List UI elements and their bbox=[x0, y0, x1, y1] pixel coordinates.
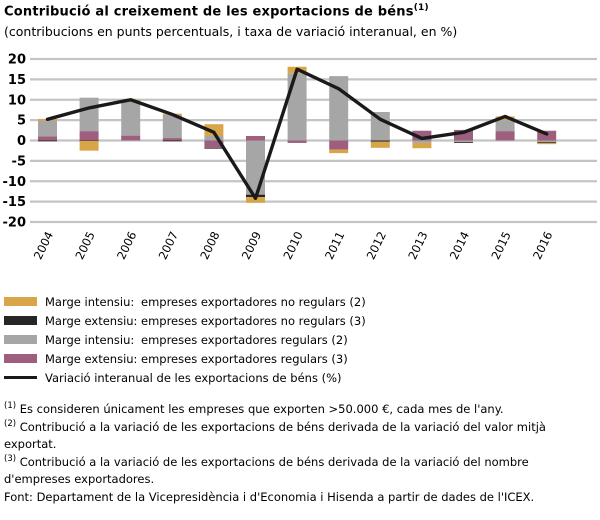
y-axis-tick-label: -15 bbox=[3, 195, 27, 210]
legend-item: Marge intensiu: empreses exportadores no … bbox=[4, 292, 596, 311]
legend-margin-label: Marge intensiu: bbox=[45, 294, 135, 309]
bar-segment-marge_intensiu_regulars bbox=[79, 97, 99, 132]
legend-detail-label: empreses exportadores no regulars (3) bbox=[141, 313, 366, 328]
footnote-marker: (1) bbox=[4, 401, 17, 411]
y-axis-tick-label: -10 bbox=[3, 175, 27, 190]
footnote-marker: (3) bbox=[4, 454, 17, 465]
chart-legend: Marge intensiu: empreses exportadores no … bbox=[4, 292, 596, 387]
bar-segment-marge_intensiu_no_regulars bbox=[79, 140, 99, 151]
x-axis-tick-label: 2008 bbox=[197, 229, 222, 261]
legend-color-swatch bbox=[4, 354, 37, 363]
legend-item: Marge intensiu: empreses exportadores reg… bbox=[4, 330, 596, 349]
bar-segment-marge_extensiu_regulars bbox=[329, 140, 349, 150]
bar-segment-marge_extensiu_regulars bbox=[287, 140, 307, 143]
legend-item: Marge extensiu: empreses exportadores reg… bbox=[4, 349, 596, 368]
bar-segment-marge_extensiu_no_regulars bbox=[38, 140, 57, 142]
legend-color-swatch bbox=[4, 297, 37, 306]
x-axis-tick-label: 2007 bbox=[156, 229, 181, 261]
bar-segment-marge_intensiu_regulars bbox=[495, 120, 515, 132]
y-axis-tick-label: 15 bbox=[8, 73, 26, 88]
chart-footnotes: (1) Es consideren únicament les empreses… bbox=[4, 400, 596, 506]
x-axis-tick-label: 2016 bbox=[530, 229, 555, 261]
bar-segment-marge_extensiu_no_regulars bbox=[537, 142, 557, 143]
line-variacio-interanual bbox=[45, 67, 549, 201]
chart-plot-area: 20 15 10 5 0 -5 -10 -15 -20 2004 2005 2006 2007 2008 2… bbox=[0, 50, 600, 290]
bar-segment-marge_extensiu_regulars bbox=[79, 131, 99, 141]
footnote: (2) Contribució a la variació de les exp… bbox=[4, 419, 546, 452]
x-axis-tick-label: 2013 bbox=[405, 229, 430, 261]
x-axis-tick-label: 2006 bbox=[114, 229, 139, 261]
chart-title: Contribució al creixement de les exporta… bbox=[4, 3, 429, 19]
bar-segment-marge_intensiu_no_regulars bbox=[204, 124, 224, 137]
bar-segment-marge_extensiu_regulars bbox=[38, 136, 57, 141]
x-axis-tick-label: 2014 bbox=[447, 229, 472, 261]
bar-segment-marge_intensiu_no_regulars bbox=[329, 149, 349, 154]
y-axis-tick-label: -5 bbox=[12, 154, 26, 169]
bar-segment-marge_intensiu_regulars bbox=[454, 140, 473, 143]
legend-line-swatch bbox=[4, 376, 37, 379]
legend-detail-label: empreses exportadores regulars (3) bbox=[141, 351, 348, 366]
bar-segment-marge_extensiu_no_regulars bbox=[79, 140, 99, 142]
bar-segment-marge_intensiu_regulars bbox=[370, 111, 390, 141]
x-axis-tick-label: 2004 bbox=[31, 229, 56, 261]
legend-margin-label: Marge extensiu: bbox=[45, 351, 138, 366]
bar-segment-marge_extensiu_regulars bbox=[162, 138, 182, 141]
legend-detail-label: empreses exportadores regulars (2) bbox=[141, 332, 348, 347]
bar-segment-marge_extensiu_regulars bbox=[204, 140, 224, 148]
bar-segment-marge_intensiu_no_regulars bbox=[537, 142, 557, 145]
legend-detail-label: empreses exportadores no regulars (2) bbox=[141, 294, 366, 309]
x-axis-tick-label: 2011 bbox=[322, 229, 347, 261]
bar-segment-marge_extensiu_no_regulars bbox=[162, 140, 182, 142]
bar-segment-marge_intensiu_regulars bbox=[38, 120, 57, 137]
legend-color-swatch bbox=[4, 316, 37, 325]
bar-segment-marge_extensiu_no_regulars bbox=[454, 142, 473, 143]
bar-segment-marge_intensiu_regulars bbox=[537, 140, 557, 143]
x-axis-tick-label: 2015 bbox=[488, 229, 513, 261]
bar-segment-marge_extensiu_regulars bbox=[412, 130, 432, 141]
bar-segment-marge_intensiu_no_regulars bbox=[412, 142, 432, 149]
legend-color-swatch bbox=[4, 335, 37, 344]
source-line: Font: Departament de la Vicepresidència … bbox=[4, 489, 535, 504]
chart-title-text: Contribució al creixement de les exporta… bbox=[4, 4, 414, 20]
footnote: (1) Es consideren únicament les empreses… bbox=[4, 401, 504, 416]
bar-segment-marge_intensiu_regulars bbox=[412, 140, 432, 143]
footnote: (3) Contribució a la variació de les exp… bbox=[4, 454, 529, 487]
footnote-marker: (2) bbox=[4, 419, 17, 430]
x-axis-tick-label: 2005 bbox=[72, 229, 97, 261]
x-axis-tick-label: 2012 bbox=[364, 229, 389, 261]
bar-segment-marge_intensiu_regulars bbox=[204, 136, 224, 141]
bar-segment-marge_intensiu_regulars bbox=[121, 100, 141, 136]
bar-segment-marge_extensiu_no_regulars bbox=[204, 147, 224, 149]
bar-segment-marge_extensiu_no_regulars bbox=[370, 140, 390, 142]
legend-margin-label: Marge intensiu: bbox=[45, 332, 135, 347]
bar-segment-marge_extensiu_regulars bbox=[495, 131, 515, 141]
bar-segment-marge_extensiu_regulars bbox=[121, 135, 141, 141]
y-axis-tick-label: 10 bbox=[8, 93, 26, 108]
legend-margin-label: Marge extensiu: bbox=[45, 313, 138, 328]
chart-title-footnote-marker: (1) bbox=[413, 3, 429, 13]
bar-segment-marge_extensiu_regulars bbox=[454, 129, 473, 141]
x-axis-tick-label: 2009 bbox=[239, 229, 264, 261]
x-axis-tick-label: 2010 bbox=[280, 229, 305, 261]
y-axis-tick-label: 5 bbox=[17, 114, 26, 129]
legend-item-line: Variació interanual de les exportacions … bbox=[4, 368, 596, 387]
legend-item: Marge extensiu: empreses exportadores no … bbox=[4, 311, 596, 330]
chart-subtitle: (contribucions en punts percentuals, i t… bbox=[4, 24, 458, 39]
bar-segment-marge_intensiu_regulars bbox=[162, 114, 182, 139]
y-axis-tick-label: 20 bbox=[8, 53, 26, 68]
y-axis-tick-label: -20 bbox=[3, 216, 27, 231]
bar-segment-marge_intensiu_regulars bbox=[287, 73, 307, 141]
y-axis-tick-label: 0 bbox=[17, 134, 26, 149]
bar-segment-marge_intensiu_no_regulars bbox=[370, 141, 390, 148]
legend-label: Variació interanual de les exportacions … bbox=[45, 370, 342, 385]
bar-segment-marge_extensiu_regulars bbox=[246, 136, 265, 141]
